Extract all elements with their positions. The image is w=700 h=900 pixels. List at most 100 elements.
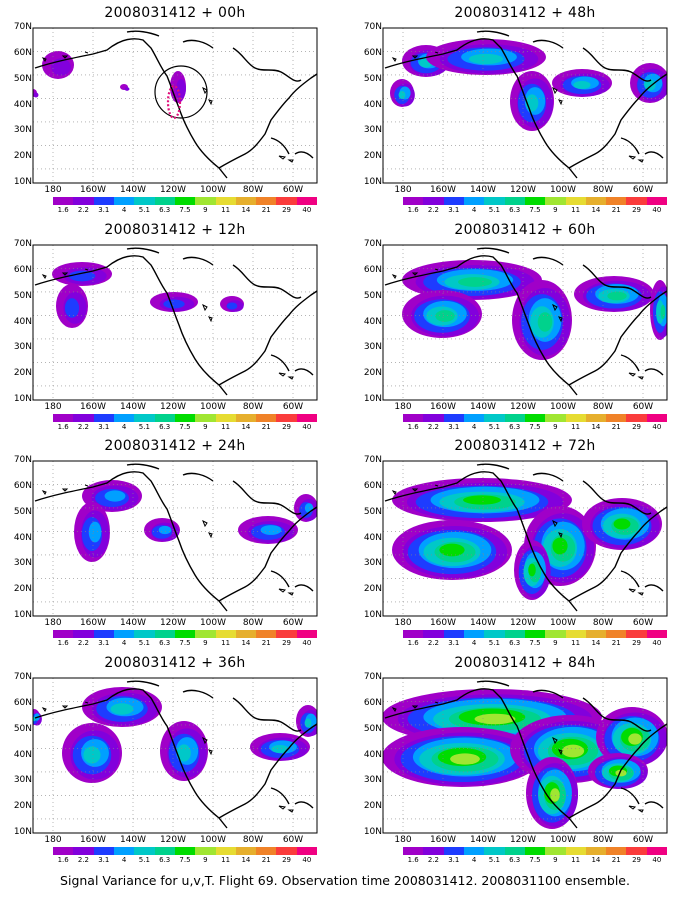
colorbar-label: 7.5 [179,423,191,431]
colorbar-label: 3.1 [448,856,460,864]
longitude-label: 160W [79,835,107,845]
colorbar-label: 9 [553,856,558,864]
colorbar-label: 6.3 [159,423,171,431]
latitude-label: 20N [363,584,382,595]
colorbar-label: 11 [571,856,581,864]
variance-map [32,27,318,184]
longitude-label: 160W [429,618,457,628]
colorbar-label: 6.3 [509,206,521,214]
colorbar-swatch [443,630,464,638]
latitude-label: 20N [13,151,32,162]
colorbar-swatch [585,414,607,422]
colorbar-swatch [403,197,424,205]
colorbar-swatch [524,414,546,422]
colorbar-swatch [565,197,586,205]
colorbar-labels: 1.6 2.2 3.1 4 5.1 6.3 7.5 9 11 14 21 29 40 [403,206,667,214]
longitude-label: 140W [469,618,497,628]
colorbar-swatch [113,197,135,205]
longitude-label: 140W [469,835,497,845]
latitude-label: 60N [363,47,382,58]
latitude-label: 70N [363,672,382,682]
latitude-label: 20N [363,801,382,812]
colorbar-swatch [524,197,546,205]
colorbar-swatch [296,414,318,422]
colorbar-swatch [626,847,647,855]
colorbar-swatch [565,414,586,422]
longitude-label: 160W [79,618,107,628]
colorbar-swatch [154,414,175,422]
colorbar-label: 1.6 [57,856,69,864]
colorbar-swatch [626,414,647,422]
longitude-label: 180 [394,618,412,628]
latitude-label: 50N [363,723,382,734]
colorbar-swatch [524,847,546,855]
latitude-label: 70N [363,239,382,249]
longitude-label: 100W [199,402,227,412]
colorbar-swatch [215,414,236,422]
longitude-label: 140W [119,618,147,628]
latitude-label: 30N [13,125,32,136]
colorbar-swatch [463,630,485,638]
map-panel: 2008031412 + 72h 70N 60N 50N 40N 30N 20N 10N 180… [350,438,700,656]
colorbar [53,630,318,638]
colorbar-label: 1.6 [407,206,419,214]
colorbar [403,197,668,205]
colorbar-swatch [403,414,424,422]
colorbar-swatch [403,630,424,638]
variance-map [32,677,318,834]
colorbar-label: 21 [611,639,621,647]
colorbar-label: 5.1 [138,423,150,431]
colorbar-swatch [626,630,647,638]
colorbar-label: 5.1 [488,639,500,647]
variance-contour [550,788,560,802]
colorbar-label: 1.6 [407,856,419,864]
longitude-label: 120W [509,402,537,412]
variance-contour [615,769,627,777]
latitude-label: 60N [363,480,382,491]
colorbar-swatch [134,630,155,638]
variance-contour [64,298,80,318]
longitude-label: 160W [429,402,457,412]
variance-map [382,27,668,184]
colorbar-swatch [565,847,586,855]
colorbar-swatch [53,414,74,422]
colorbar-label: 29 [282,206,291,214]
latitude-label: 10N [13,610,32,620]
latitude-label: 20N [13,584,32,595]
colorbar-swatch [545,414,566,422]
colorbar-swatch [195,630,216,638]
colorbar-swatch [296,630,318,638]
latitude-label: 60N [13,47,32,58]
colorbar-swatch [53,630,74,638]
variance-contour [177,744,191,762]
colorbar-label: 2.2 [427,856,440,864]
colorbar-swatch [585,630,607,638]
coastline [34,680,317,829]
colorbar-label: 29 [632,206,641,214]
latitude-label: 10N [13,827,32,837]
colorbar-swatch [524,630,546,638]
latitude-label: 40N [13,532,32,543]
colorbar-label: 29 [282,639,291,647]
latitude-label: 70N [363,22,382,32]
colorbar-label: 3.1 [448,423,460,431]
variance-contour [83,746,101,764]
panel-title: 2008031412 + 60h [454,222,596,238]
colorbar-swatch [646,847,668,855]
colorbar-labels: 1.6 2.2 3.1 4 5.1 6.3 7.5 9 11 14 21 29 40 [53,639,317,647]
variance-contour [260,525,282,535]
longitude-label: 60W [282,402,304,412]
variance-contour [607,291,627,301]
colorbar-label: 11 [571,206,581,214]
latitude-label: 10N [13,177,32,187]
variance-contour [450,753,480,765]
colorbar-label: 1.6 [57,639,69,647]
latitude-label: 30N [363,558,382,569]
colorbar-swatch [443,197,464,205]
longitude-label: 180 [44,835,62,845]
longitude-label: 120W [509,185,537,195]
coastline [34,30,317,179]
latitude-label: 60N [363,264,382,275]
colorbar-label: 29 [632,423,641,431]
colorbar-label: 9 [553,423,558,431]
